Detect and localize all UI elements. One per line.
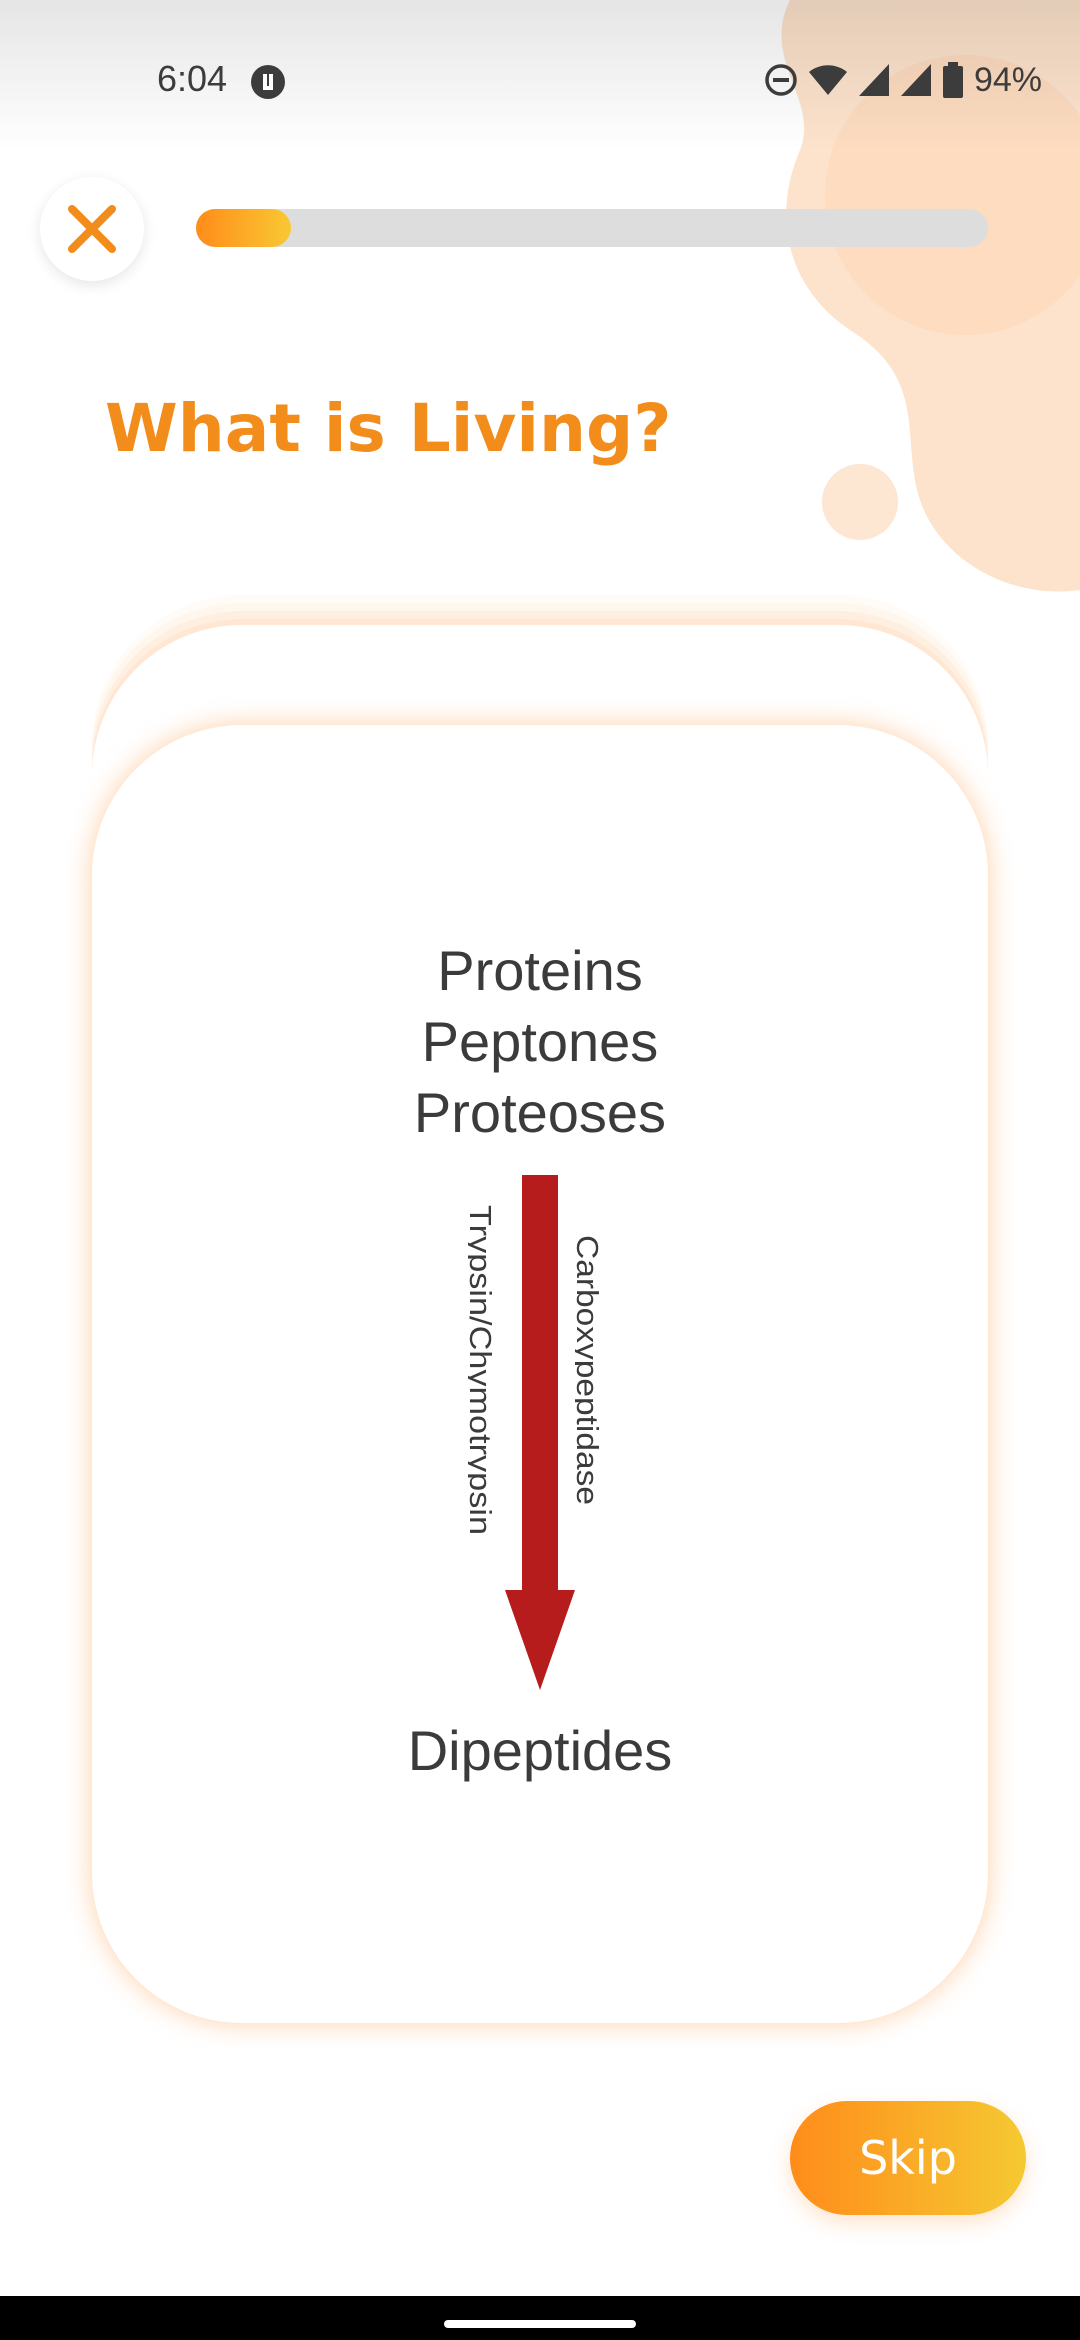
page-title: What is Living? [105,390,672,467]
card-line-peptones: Peptones [421,1010,659,1073]
battery-percent: 94% [973,60,1042,99]
status-bar: 6:04 94% [0,0,1080,150]
lesson-progress-fill [196,209,292,247]
close-icon [68,205,116,253]
dnd-icon [765,64,797,96]
lesson-progress-bar [196,209,988,247]
vpn-icon [251,65,285,99]
enzyme-left-text: Trypsin/Chymotrypsin [468,1205,498,1535]
enzyme-right-text: Carboxypeptidase [575,1235,605,1505]
battery-icon [942,62,963,98]
signal-icon [900,64,931,96]
navigation-bar [0,2296,1080,2340]
card-line-proteins: Proteins [437,939,643,1002]
enzyme-label-left: Trypsin/Chymotrypsin [468,1205,498,1535]
down-arrow-icon [505,1175,575,1690]
status-time: 6:04 [157,58,228,99]
enzyme-label-right: Carboxypeptidase [575,1235,605,1505]
home-gesture-handle[interactable] [444,2320,636,2328]
card-line-proteoses: Proteoses [413,1081,667,1144]
card-line-dipeptides: Dipeptides [407,1719,673,1782]
skip-button[interactable]: Skip [790,2101,1026,2215]
status-icons: 94% [764,60,1042,100]
signal-icon [858,64,889,96]
wifi-icon [808,65,847,95]
close-button[interactable] [40,177,144,281]
